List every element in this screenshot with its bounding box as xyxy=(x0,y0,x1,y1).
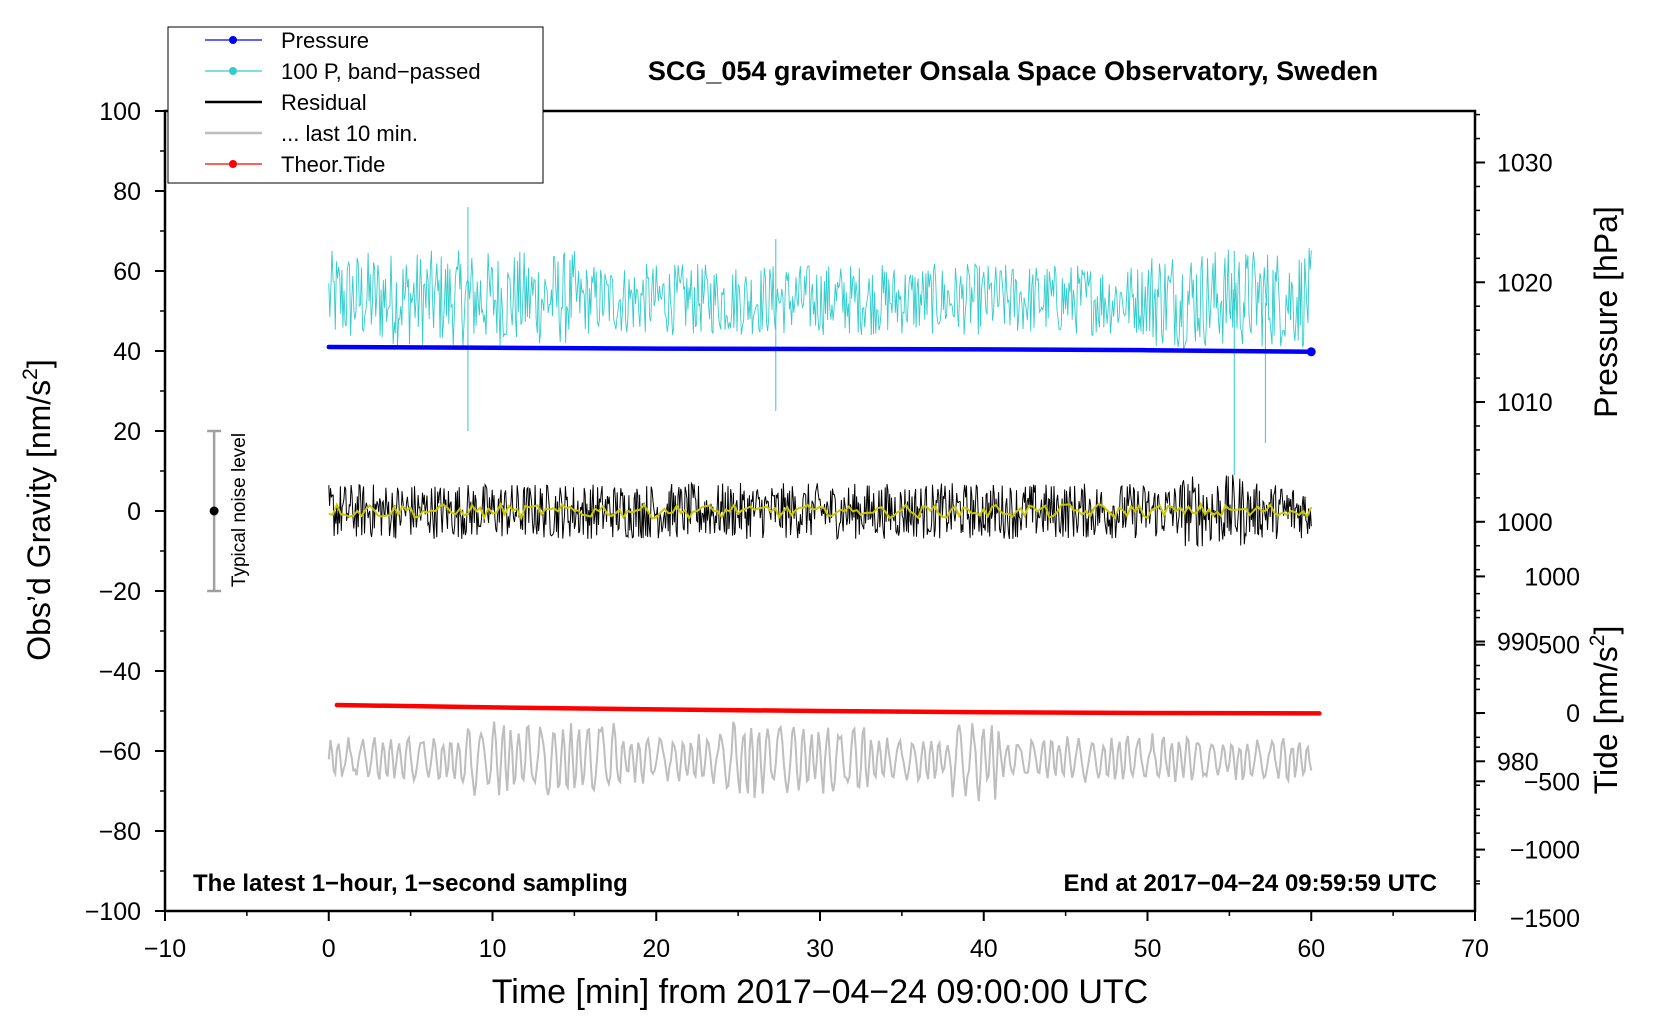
annotation-bottom-right: End at 2017−04−24 09:59:59 UTC xyxy=(1063,870,1437,897)
y-axis-label-gravity-close: ] xyxy=(21,359,57,368)
x-tick-label: 20 xyxy=(642,935,670,963)
noise-indicator xyxy=(207,429,222,593)
y-axis-gravity: −100 −80 −60 −40 −20 0 20 40 60 80 100 xyxy=(85,98,165,926)
tide-tick-label: −500 xyxy=(1524,768,1580,796)
noise-bar-center-dot xyxy=(209,506,219,516)
pressure-tick-label: 1020 xyxy=(1497,269,1553,297)
x-tick-label: 0 xyxy=(322,935,336,963)
series-layer xyxy=(326,207,1322,802)
legend-swatch-marker xyxy=(229,36,237,44)
legend: Pressure 100 P, band−passed Residual ... la… xyxy=(205,28,481,177)
pressure-tick-label: 1030 xyxy=(1497,149,1553,177)
y-tick-label: −20 xyxy=(99,578,141,606)
series-residual-line xyxy=(328,474,1312,548)
tide-tick-label: −1000 xyxy=(1510,837,1580,865)
tide-tick-label: 1000 xyxy=(1524,563,1580,591)
x-tick-label: 60 xyxy=(1297,935,1325,963)
y-tick-label: −80 xyxy=(99,818,141,846)
tide-tick-label: 0 xyxy=(1566,700,1580,728)
legend-box xyxy=(167,26,544,184)
y-tick-label: 60 xyxy=(113,258,141,286)
y-axis-pressure: 980 990 1000 1010 1020 1030 xyxy=(1475,113,1553,882)
legend-swatch-marker xyxy=(229,160,237,168)
series-residual-smoothed-line xyxy=(328,501,1313,521)
series-pressure-line xyxy=(326,344,1314,355)
x-tick-label: −10 xyxy=(144,935,186,963)
legend-label: 100 P, band−passed xyxy=(281,59,481,84)
series-last-10-min-line xyxy=(327,721,1313,802)
pressure-tick-label: 990 xyxy=(1497,629,1539,657)
y-tick-label: 20 xyxy=(113,418,141,446)
annotation-bottom-left: The latest 1−hour, 1−second sampling xyxy=(193,870,628,897)
legend-swatch-marker xyxy=(229,67,237,75)
y-axis-label-tide: Tide [nm/s2] xyxy=(1586,626,1624,795)
legend-label: ... last 10 min. xyxy=(281,121,418,146)
x-tick-label: 10 xyxy=(479,935,507,963)
pressure-tick-label: 1000 xyxy=(1497,509,1553,537)
pressure-tick-label: 1010 xyxy=(1497,389,1553,417)
tide-tick-label: −1500 xyxy=(1510,905,1580,933)
y-axis-label-tide-text: Tide [nm/s xyxy=(1588,646,1624,794)
y-axis-label-tide-close: ] xyxy=(1588,626,1624,635)
pressure-tick-label: 980 xyxy=(1497,748,1539,776)
series-bandpassed-pressure-line xyxy=(328,247,1312,350)
series-pressure-end-marker xyxy=(1306,347,1316,357)
y-tick-label: −100 xyxy=(85,898,141,926)
y-tick-label: −40 xyxy=(99,658,141,686)
x-axis: −10 0 10 20 30 40 50 60 70 xyxy=(144,911,1489,963)
y-tick-label: −60 xyxy=(99,738,141,766)
x-axis-label: Time [min] from 2017−04−24 09:00:00 UTC xyxy=(492,973,1148,1011)
legend-label: Residual xyxy=(281,90,367,115)
chart-title: SCG_054 gravimeter Onsala Space Observat… xyxy=(648,56,1378,86)
y-axis-tide: −1500 −1000 −500 0 500 1000 xyxy=(1475,563,1580,933)
series-theoretical-tide-line xyxy=(334,702,1322,716)
y-tick-label: 80 xyxy=(113,178,141,206)
y-tick-label: 100 xyxy=(99,98,141,126)
tide-tick-label: 500 xyxy=(1538,632,1580,660)
x-tick-label: 30 xyxy=(806,935,834,963)
y-axis-label-pressure: Pressure [hPa] xyxy=(1588,206,1624,418)
x-tick-label: 70 xyxy=(1461,935,1489,963)
y-tick-label: 0 xyxy=(127,498,141,526)
y-axis-label-gravity-text: Obs’d Gravity [nm/s xyxy=(21,380,57,661)
y-tick-label: 40 xyxy=(113,338,141,366)
legend-label: Pressure xyxy=(281,28,369,53)
y-axis-label-gravity: Obs’d Gravity [nm/s2] xyxy=(19,359,57,661)
noise-label: Typical noise level xyxy=(229,433,250,587)
legend-label: Theor.Tide xyxy=(281,152,385,177)
x-tick-label: 40 xyxy=(970,935,998,963)
x-tick-label: 50 xyxy=(1134,935,1162,963)
y-axis-label-gravity-sup: 2 xyxy=(19,368,42,380)
y-axis-label-tide-sup: 2 xyxy=(1586,635,1609,647)
